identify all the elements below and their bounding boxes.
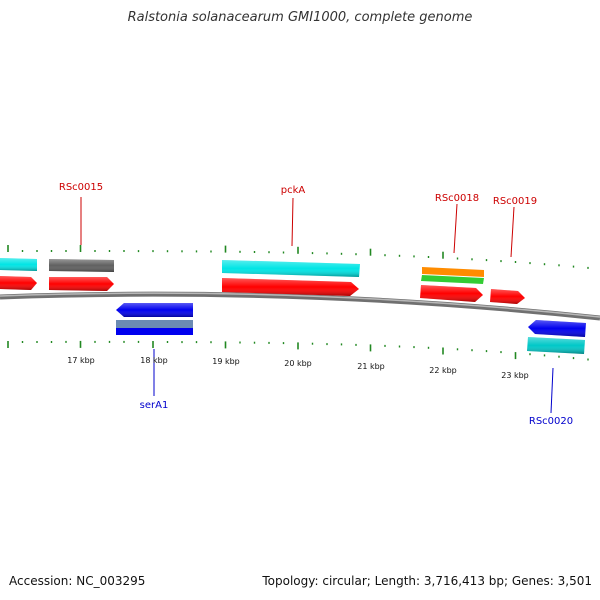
gene-label-rsc0019: RSc0019: [493, 196, 537, 207]
scale-labels: 17 kbp 18 kbp 19 kbp 20 kbp 21 kbp 22 kb…: [67, 356, 529, 380]
scale-label: 20 kbp: [284, 359, 312, 368]
gene-label-pcka: pckA: [281, 185, 306, 196]
leader-rsc0018: [453, 203, 458, 254]
cog-bar-green-rsc0018: [421, 275, 484, 284]
scale-label: 18 kbp: [140, 356, 168, 365]
scale-label: 19 kbp: [212, 357, 240, 366]
leader-rsc0020: [550, 367, 554, 414]
map-title: Ralstonia solanacearum GMI1000, complete…: [127, 10, 473, 25]
gene-label-rsc0018: RSc0018: [435, 193, 479, 204]
scale-label: 17 kbp: [67, 356, 95, 365]
scale-label: 22 kbp: [429, 366, 457, 375]
genome-summary-text: Topology: circular; Length: 3,716,413 bp…: [262, 574, 592, 588]
gene-label-rsc0015: RSc0015: [59, 182, 103, 193]
backbone-highlight: [0, 292, 600, 318]
cog-bar-steel-sera1: [116, 320, 193, 328]
inner-tick-ring: [7, 340, 589, 361]
gene-labels: RSc0015 pckA RSc0018 RSc0019 serA1 RSc00…: [59, 182, 573, 427]
label-leaders: [80, 197, 554, 414]
feature-shading: [0, 258, 586, 354]
leader-rsc0019: [510, 206, 515, 258]
backbone: [0, 291, 600, 321]
leader-pcka: [291, 197, 294, 247]
scale-label: 23 kbp: [501, 371, 529, 380]
cog-bar-orange-rsc0018: [422, 267, 484, 277]
scale-label: 21 kbp: [357, 362, 385, 371]
cog-bar-blue-sera1: [116, 328, 193, 335]
gene-label-sera1: serA1: [140, 400, 169, 411]
gene-label-rsc0020: RSc0020: [529, 416, 573, 427]
outer-tick-ring: [7, 245, 589, 269]
accession-text: Accession: NC_003295: [9, 574, 146, 588]
